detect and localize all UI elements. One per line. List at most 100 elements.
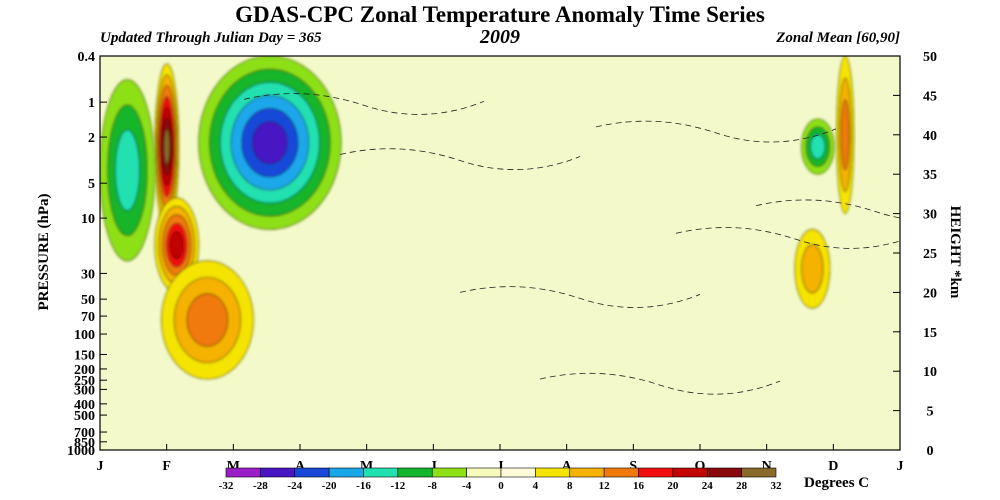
anomaly-feature: [836, 56, 855, 214]
colorbar-swatch: [569, 467, 605, 478]
colorbar-swatch: [260, 467, 296, 478]
contour-level: [163, 128, 171, 165]
month-label: J: [897, 459, 904, 474]
month-label: D: [828, 459, 838, 474]
pressure-tick-label: 500: [74, 409, 95, 424]
pressure-tick-label: 150: [74, 348, 95, 363]
colorbar-swatch: [706, 467, 742, 478]
colorbar-tick-label: -8: [428, 480, 438, 492]
contour-level: [114, 129, 140, 211]
pressure-tick-label: 300: [74, 383, 95, 398]
chart-title: GDAS-CPC Zonal Temperature Anomaly Time …: [235, 2, 765, 27]
colorbar-swatch: [638, 467, 674, 478]
colorbar-label: Degrees C: [804, 475, 869, 491]
colorbar-swatch: [672, 467, 708, 478]
height-tick-label: 20: [923, 286, 937, 301]
pressure-tick-label: 700: [74, 426, 95, 441]
month-label: J: [497, 459, 504, 474]
colorbar-tick-label: -28: [253, 480, 268, 492]
colorbar-swatch: [500, 467, 536, 478]
colorbar-swatch: [328, 467, 364, 478]
month-label: J: [97, 459, 104, 474]
height-tick-label: 25: [923, 247, 937, 262]
pressure-tick-label: 5: [88, 177, 95, 192]
pressure-tick-label: 2: [88, 131, 95, 146]
colorbar-swatch: [741, 467, 777, 478]
height-axis: 0 5 10 15 20 25 30 35 40 45 50: [893, 50, 937, 459]
contour-level: [170, 231, 184, 259]
pressure-tick-label: 50: [81, 293, 95, 308]
colorbar-tick-label: 32: [771, 480, 783, 492]
dashed-contour: [243, 93, 485, 115]
month-label: N: [762, 459, 772, 474]
y-axis-label-pressure: PRESSURE (hPa): [36, 193, 52, 310]
dashed-contours: [243, 93, 900, 395]
pressure-tick-label: 200: [74, 363, 95, 378]
height-tick-label: 15: [923, 326, 937, 341]
chart-subtitle-left: Updated Through Julian Day = 365: [100, 30, 322, 46]
pressure-tick-label: 400: [74, 398, 95, 413]
colorbar-swatch: [294, 467, 330, 478]
height-tick-label: 0: [927, 444, 934, 459]
colorbar-swatch: [466, 467, 502, 478]
pressure-tick-label: 250: [74, 374, 95, 389]
pressure-tick-label: 10: [81, 212, 95, 227]
anomaly-feature: [198, 56, 342, 230]
height-tick-label: 45: [923, 89, 937, 104]
pressure-tick-label: 1: [88, 96, 95, 111]
dashed-contour: [459, 286, 701, 308]
month-label: O: [695, 459, 706, 474]
contour-level: [252, 121, 288, 165]
colorbar-tick-label: -24: [287, 480, 302, 492]
height-tick-label: 35: [923, 168, 937, 183]
colorbar-swatch: [225, 467, 261, 478]
pressure-tick-label: 0.4: [78, 50, 96, 65]
colorbar-tick-label: 12: [599, 480, 611, 492]
month-label: S: [629, 459, 637, 474]
anomaly-feature: [161, 260, 254, 380]
height-tick-label: 5: [927, 405, 934, 420]
contour-level: [840, 99, 850, 171]
colorbar-swatch: [535, 467, 571, 478]
contour-level: [186, 293, 229, 347]
pressure-tick-label: 70: [81, 310, 95, 325]
colorbar-tick-label: -20: [322, 480, 337, 492]
pressure-tick-label: 100: [74, 328, 95, 343]
month-label: A: [562, 459, 573, 474]
y-axis-label-height: HEIGHT *km: [947, 206, 963, 299]
colorbar-tick-label: 0: [498, 480, 504, 492]
colorbar-tick-label: -4: [462, 480, 472, 492]
anomaly-feature: [794, 229, 831, 309]
dashed-contour: [339, 148, 581, 170]
height-tick-label: 40: [923, 129, 937, 144]
colorbar-tick-label: -16: [356, 480, 371, 492]
dashed-contour: [539, 372, 781, 395]
colorbar-tick-label: 28: [736, 480, 748, 492]
colorbar-tick-label: 20: [667, 480, 679, 492]
colorbar-tick-label: 24: [702, 480, 714, 492]
chart-subtitle-year: 2009: [480, 26, 520, 48]
colorbar: -32 -28 -24 -20 -16 -12 -8 -4 0 4 8 12 16 20 24 28 32 Deg…: [219, 467, 869, 492]
contour-level: [810, 134, 826, 160]
month-label: A: [295, 459, 306, 474]
dashed-contour: [755, 199, 900, 219]
anomaly-contours: [100, 56, 900, 395]
pressure-tick-label: 1000: [67, 444, 95, 459]
month-label: J: [430, 459, 437, 474]
chart-subtitle-right: Zonal Mean [60,90]: [776, 30, 900, 46]
pressure-tick-label: 850: [74, 436, 95, 451]
colorbar-swatch: [397, 467, 433, 478]
anomaly-feature: [154, 63, 180, 230]
contour-level: [801, 244, 824, 294]
anomaly-feature: [100, 79, 156, 262]
height-tick-label: 10: [923, 365, 937, 380]
height-tick-label: 50: [923, 50, 937, 65]
colorbar-tick-label: 8: [567, 480, 573, 492]
dashed-contour: [595, 120, 837, 143]
anomaly-feature: [801, 118, 835, 175]
colorbar-swatch: [603, 467, 639, 478]
colorbar-tick-label: 4: [533, 480, 539, 492]
dashed-contour: [675, 227, 900, 249]
